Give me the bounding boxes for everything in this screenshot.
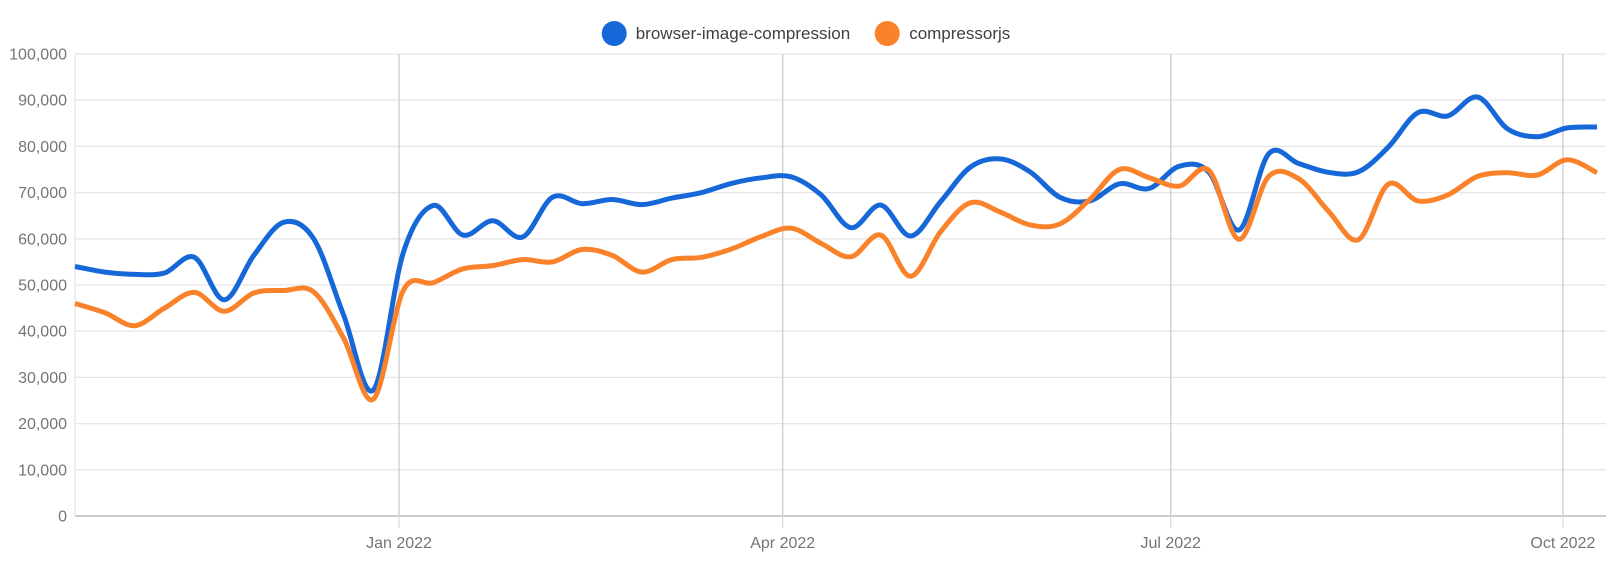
series-line-browser-image-compression[interactable] <box>74 94 1598 394</box>
y-axis-label: 60,000 <box>18 231 67 248</box>
legend-label: browser-image-compression <box>635 23 851 43</box>
x-axis-label: Apr 2022 <box>750 535 815 552</box>
y-axis-label: 50,000 <box>18 278 67 295</box>
series-lines <box>74 94 1599 403</box>
y-axis-label: 20,000 <box>18 416 67 433</box>
y-axis-label: 30,000 <box>18 370 67 387</box>
legend-item-compressorjs[interactable]: compressorjs <box>875 21 1010 46</box>
chart-legend: browser-image-compression compressorjs <box>601 21 1010 46</box>
legend-label: compressorjs <box>909 23 1011 43</box>
x-axis-label: Oct 2022 <box>1530 535 1595 552</box>
y-axis-label: 80,000 <box>18 139 67 156</box>
legend-dot <box>875 21 901 46</box>
y-axis-label: 100,000 <box>9 47 67 64</box>
legend-dot <box>601 21 627 46</box>
y-axis-label: 70,000 <box>18 185 67 202</box>
y-axis-label: 90,000 <box>18 93 67 110</box>
y-axis-label: 40,000 <box>18 324 67 341</box>
series-line-compressorjs[interactable] <box>74 157 1599 403</box>
x-axis-label: Jan 2022 <box>366 535 432 552</box>
legend-item-browser-image-compression[interactable]: browser-image-compression <box>601 21 851 46</box>
y-axis-label: 10,000 <box>18 462 67 479</box>
x-axis-label: Jul 2022 <box>1140 535 1201 552</box>
axis-labels: 0 10,000 20,000 30,000 40,000 50,000 60,000 70,… <box>9 47 1595 553</box>
y-axis-label: 0 <box>58 509 67 526</box>
gridlines <box>74 53 1606 528</box>
